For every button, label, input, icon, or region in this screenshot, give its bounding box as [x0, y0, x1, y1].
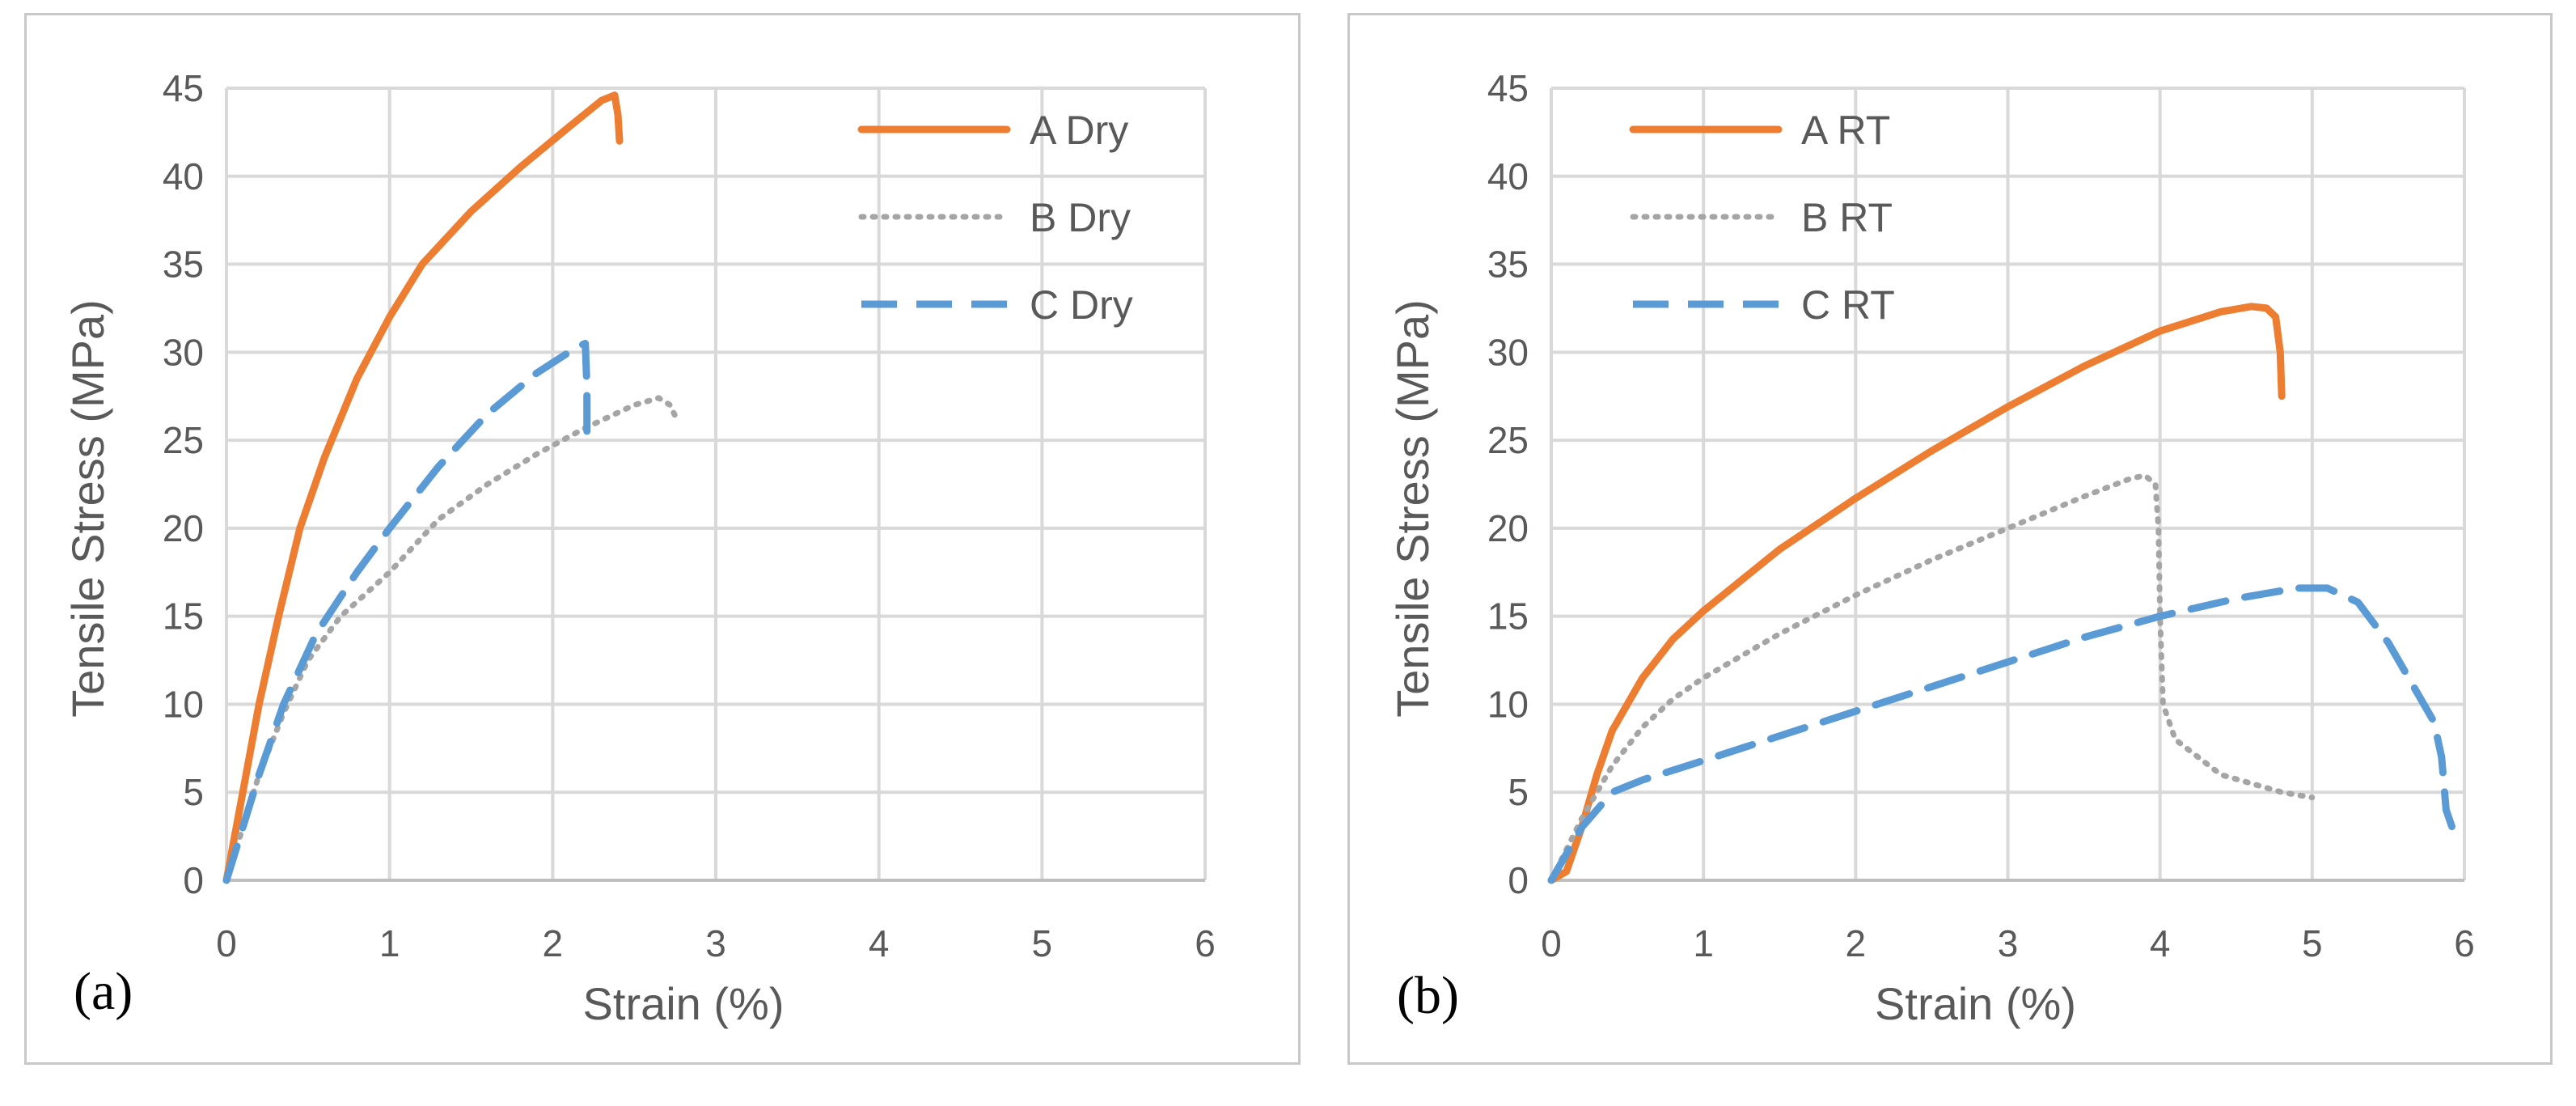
chart-b-series-b-rt — [1548, 472, 2316, 884]
chart-a-x-tick-label: 6 — [1195, 922, 1216, 964]
chart-b-y-axis-title: Tensile Stress (MPa) — [1387, 299, 1438, 718]
chart-b-y-tick-label: 40 — [1487, 155, 1529, 197]
chart-b-series-c-rt — [1547, 584, 2456, 884]
chart-b-x-axis-title: Strain (%) — [1875, 978, 2076, 1029]
chart-b-legend-label: C RT — [1801, 282, 1895, 328]
chart-a-y-tick-label: 15 — [163, 595, 204, 638]
chart-b-y-tick-label: 0 — [1508, 859, 1529, 901]
chart-b-y-tick-label: 20 — [1487, 507, 1529, 549]
chart-b-legend-label: A RT — [1801, 108, 1890, 153]
chart-panel-a: 0 5 10 15 20 25 30 35 40 45 0 1 2 3 4 5 6 Strain (%) Tensi… — [24, 13, 1301, 1065]
chart-a-series-a-dry — [222, 91, 624, 884]
chart-a-x-axis-title: Strain (%) — [583, 978, 785, 1029]
chart-b-y-tick-label: 25 — [1487, 419, 1529, 461]
chart-a-y-tick-label: 45 — [163, 67, 204, 109]
chart-a-y-tick-label: 10 — [163, 683, 204, 725]
chart-a-y-tick-label: 40 — [163, 155, 204, 197]
chart-a-y-tick-label: 25 — [163, 419, 204, 461]
chart-b-y-tick-label: 10 — [1487, 683, 1529, 725]
chart-a-series-b-dry — [223, 395, 682, 884]
chart-b-y-tick-label: 45 — [1487, 67, 1529, 109]
chart-b-x-tick-label: 5 — [2302, 922, 2323, 964]
chart-a-y-axis-title: Tensile Stress (MPa) — [62, 299, 113, 718]
chart-a-legend-label: A Dry — [1030, 108, 1128, 153]
chart-b-x-tick-label: 0 — [1541, 922, 1562, 964]
chart-a-y-tick-label: 0 — [183, 859, 204, 901]
chart-a-x-tick-label: 0 — [216, 922, 237, 964]
chart-b-legend-label: B RT — [1801, 195, 1893, 240]
chart-a-x-tick-label: 2 — [543, 922, 564, 964]
chart-a-y-tick-label: 20 — [163, 507, 204, 549]
chart-b-y-tick-label: 30 — [1487, 331, 1529, 373]
chart-a-x-tick-label: 4 — [869, 922, 890, 964]
chart-b-x-tick-label: 4 — [2150, 922, 2171, 964]
chart-b-panel-label: (b) — [1397, 966, 1459, 1025]
chart-b-x-tick-label: 1 — [1693, 922, 1714, 964]
chart-a-y-tick-label: 35 — [163, 244, 204, 286]
chart-b-y-tick-label: 15 — [1487, 595, 1529, 638]
chart-b-x-tick-label: 2 — [1846, 922, 1867, 964]
chart-a-x-tick-label: 1 — [379, 922, 400, 964]
chart-b-y-tick-label: 5 — [1508, 771, 1529, 813]
chart-b-series-a-rt — [1547, 303, 2286, 884]
chart-b-x-tick-label: 3 — [1998, 922, 2019, 964]
chart-a-legend-label: B Dry — [1030, 195, 1131, 240]
chart-a-x-tick-label: 5 — [1032, 922, 1053, 964]
chart-a-gridlines — [225, 87, 1207, 880]
chart-a-y-tick-label: 5 — [183, 771, 204, 813]
chart-panel-b: 0 5 10 15 20 25 30 35 40 45 0 1 2 3 4 5 6 Strain (%) Tensi… — [1347, 13, 2553, 1065]
chart-a-panel-label: (a) — [74, 962, 133, 1021]
chart-a-x-tick-label: 3 — [705, 922, 726, 964]
chart-a-legend-label: C Dry — [1030, 282, 1133, 328]
chart-b-gridlines — [1550, 87, 2466, 880]
chart-a-series-c-dry — [222, 340, 591, 884]
chart-b-y-tick-label: 35 — [1487, 244, 1529, 286]
chart-b-x-tick-label: 6 — [2454, 922, 2475, 964]
chart-a-y-tick-label: 30 — [163, 331, 204, 373]
